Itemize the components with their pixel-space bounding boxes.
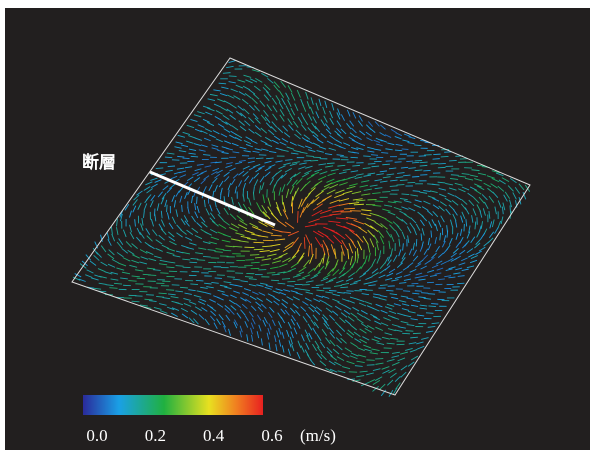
vector-arrow: [304, 160, 312, 161]
vector-arrow: [401, 194, 409, 195]
colorbar: [83, 395, 263, 415]
vector-arrow: [412, 176, 419, 177]
vector-arrow: [451, 175, 459, 176]
vector-arrow: [197, 260, 205, 261]
vector-arrow: [168, 166, 175, 167]
vector-arrow: [340, 287, 348, 288]
vector-arrow: [148, 275, 156, 276]
vector-arrow: [354, 204, 364, 205]
annotation-label: 断層: [82, 152, 116, 173]
vector-arrow: [327, 163, 335, 164]
vector-arrow: [433, 159, 440, 160]
vector-arrow: [137, 278, 145, 279]
vector-arrow: [390, 186, 398, 187]
vector-arrow: [428, 306, 436, 307]
vector-arrow: [266, 158, 273, 159]
vector-arrow: [203, 256, 211, 257]
vector-arrow: [267, 273, 275, 274]
vector-arrow: [298, 211, 299, 223]
vector-arrow: [423, 170, 430, 171]
vector-arrow: [406, 161, 413, 162]
vector-arrow: [128, 281, 136, 282]
vector-arrow: [431, 163, 439, 164]
vector-arrow: [250, 255, 259, 256]
vector-arrow: [416, 239, 417, 246]
vector-arrow: [167, 205, 168, 212]
vector-arrow: [431, 304, 438, 305]
colorbar-unit: (m/s): [300, 426, 336, 445]
figure: 断層 (m/s) 0.0 0.2 0.4 0.6: [0, 0, 596, 454]
vector-arrow: [227, 277, 235, 278]
vector-arrow: [219, 83, 226, 84]
vector-arrow: [382, 164, 390, 165]
vector-arrow: [381, 153, 388, 154]
vector-arrow: [272, 274, 280, 275]
vector-arrow: [415, 160, 423, 161]
vector-arrow: [132, 301, 140, 302]
colorbar-tick-label: 0.4: [203, 426, 225, 445]
vector-arrow: [438, 163, 445, 164]
vector-arrow: [510, 205, 511, 213]
vector-arrow: [256, 158, 263, 159]
vector-arrow: [215, 278, 222, 279]
vector-arrow: [156, 168, 163, 169]
vector-arrow: [441, 156, 449, 157]
vector-arrow: [405, 331, 413, 332]
vector-arrow: [182, 205, 183, 212]
vector-arrow: [190, 284, 198, 285]
vector-arrow: [109, 288, 117, 289]
vector-arrow: [306, 156, 314, 157]
vector-arrow: [412, 162, 419, 163]
vector-arrow: [402, 149, 409, 150]
vector-arrow: [282, 279, 290, 280]
vector-arrow: [251, 262, 260, 263]
vector-arrow: [329, 291, 336, 292]
vector-arrow: [428, 294, 435, 295]
vector-arrow: [421, 293, 428, 294]
vector-arrow: [229, 76, 237, 77]
vector-arrow: [395, 150, 402, 151]
vector-arrow: [403, 291, 410, 292]
vector-arrow: [176, 266, 184, 267]
vector-arrow: [253, 242, 263, 243]
colorbar-tick-label: 0.6: [261, 426, 282, 445]
vector-arrow: [371, 155, 378, 156]
vector-arrow: [397, 185, 405, 186]
vector-arrow: [197, 197, 198, 204]
colorbar-tick-label: 0.2: [145, 426, 166, 445]
vector-arrow: [402, 333, 410, 334]
colorbar-tick-label: 0.0: [86, 426, 107, 445]
vector-arrow: [363, 156, 370, 157]
vector-arrow: [166, 290, 174, 291]
